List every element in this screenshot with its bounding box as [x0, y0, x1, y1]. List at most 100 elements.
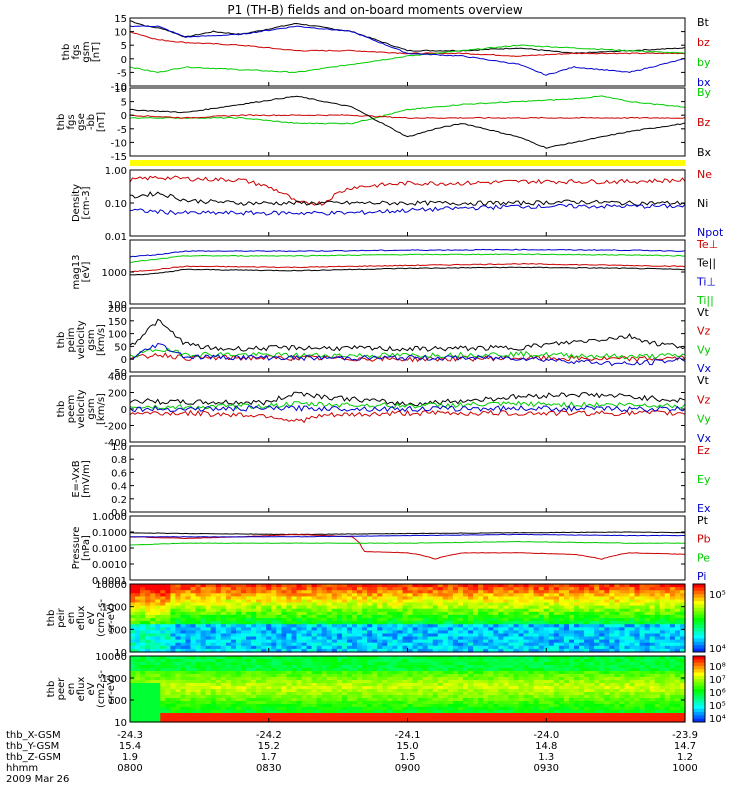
spectrogram-cell [246, 716, 252, 720]
spectrogram-cell [306, 584, 313, 588]
spectrogram-cell [579, 656, 585, 660]
spectrogram-cell [442, 608, 449, 613]
spectrogram-cell [584, 662, 590, 666]
spectrogram-cell [563, 624, 570, 628]
spectrogram-cell [175, 621, 181, 625]
spectrogram-cell [331, 671, 338, 675]
spectrogram-cell [543, 662, 550, 666]
spectrogram-cell [165, 639, 171, 644]
spectrogram-cell [483, 639, 489, 644]
spectrogram-cell [195, 707, 202, 711]
spectrogram-cell [236, 614, 242, 619]
spectrogram-cell [523, 614, 530, 619]
spectrogram-cell [498, 618, 504, 622]
spectrogram-cell [513, 665, 520, 669]
spectrogram-cell [246, 692, 252, 696]
y-axis-label: thb [46, 610, 57, 627]
spectrogram-cell [553, 683, 560, 687]
spectrogram-cell [563, 602, 570, 607]
spectrogram-cell [609, 624, 615, 628]
spectrogram-cell [624, 668, 631, 672]
spectrogram-cell [558, 686, 565, 690]
spectrogram-cell [543, 633, 550, 638]
spectrogram-cell [427, 624, 434, 628]
spectrogram-cell [185, 662, 192, 666]
spectrogram-cell [135, 630, 141, 635]
spectrogram-cell [357, 596, 363, 601]
spectrogram-cell [372, 698, 378, 702]
spectrogram-cell [609, 596, 615, 601]
spectrogram-cell [442, 642, 449, 647]
spectrogram-cell [311, 680, 318, 684]
legend-entry: Ti⊥ [696, 275, 716, 288]
spectrogram-cell [331, 716, 338, 720]
spectrogram-cell [624, 689, 631, 693]
spectrogram-cell [528, 716, 535, 720]
spectrogram-cell [251, 662, 257, 666]
spectrogram-cell [296, 686, 303, 690]
legend-entry: Vy [697, 343, 711, 356]
spectrogram-cell [311, 590, 318, 594]
spectrogram-cell [347, 665, 353, 669]
y-tick-label: 0.6 [111, 468, 127, 479]
spectrogram-cell [392, 636, 398, 641]
spectrogram-cell [321, 596, 328, 601]
spectrogram-cell [347, 624, 353, 628]
spectrogram-cell [447, 602, 454, 607]
spectrogram-cell [523, 633, 530, 638]
spectrogram-cell [498, 704, 504, 708]
spectrogram-cell [256, 593, 262, 597]
spectrogram-cell [266, 662, 272, 666]
spectrogram-cell [553, 665, 560, 669]
spectrogram-cell [427, 674, 434, 678]
spectrogram-cell [271, 710, 277, 714]
spectrogram-cell [155, 608, 161, 613]
spectrogram-cell [619, 674, 625, 678]
spectrogram-cell [372, 590, 378, 594]
spectrogram-cell [276, 605, 282, 610]
spectrogram-cell [629, 674, 636, 678]
spectrogram-cell [362, 584, 368, 588]
spectrogram-cell [624, 639, 631, 644]
spectrogram-cell [316, 633, 323, 638]
spectrogram-cell [316, 674, 323, 678]
spectrogram-cell [195, 719, 202, 723]
spectrogram-cell [215, 686, 222, 690]
spectrogram-cell [488, 642, 494, 647]
spectrogram-cell [488, 636, 494, 641]
spectrogram-cell [478, 719, 484, 723]
spectrogram-cell [200, 584, 207, 588]
spectrogram-cell [301, 602, 308, 607]
spectrogram-cell [402, 605, 409, 610]
spectrogram-cell [528, 656, 535, 660]
spectrogram-cell [331, 692, 338, 696]
spectrogram-cell [619, 645, 625, 650]
spectrogram-cell [624, 587, 631, 591]
spectrogram-cell [574, 602, 580, 607]
y-tick-label: 100 [108, 330, 127, 341]
spectrogram-cell [296, 621, 303, 625]
spectrogram-cell [190, 719, 197, 723]
spectrogram-cell [266, 599, 272, 604]
spectrogram-cell [574, 710, 580, 714]
spectrogram-cell [210, 636, 217, 641]
spectrogram-cell [432, 701, 439, 705]
spectrogram-cell [225, 680, 232, 684]
spectrogram-cell [210, 686, 217, 690]
spectrogram-cell [422, 630, 429, 635]
panel-frame [129, 87, 686, 157]
spectrogram-cell [185, 639, 192, 644]
spectrogram-cell [432, 611, 439, 616]
spectrogram-cell [579, 662, 585, 666]
spectrogram-cell [175, 686, 181, 690]
spectrogram-cell [336, 689, 343, 693]
spectrogram-cell [195, 645, 202, 650]
spectrogram-cell [402, 642, 409, 647]
spectrogram-cell [362, 674, 368, 678]
spectrogram-cell [155, 639, 161, 644]
spectrogram-cell [170, 716, 176, 720]
colorbar-segment [693, 604, 705, 609]
spectrogram-cell [185, 614, 192, 619]
spectrogram-cell [200, 608, 207, 613]
spectrogram-cell [563, 689, 570, 693]
